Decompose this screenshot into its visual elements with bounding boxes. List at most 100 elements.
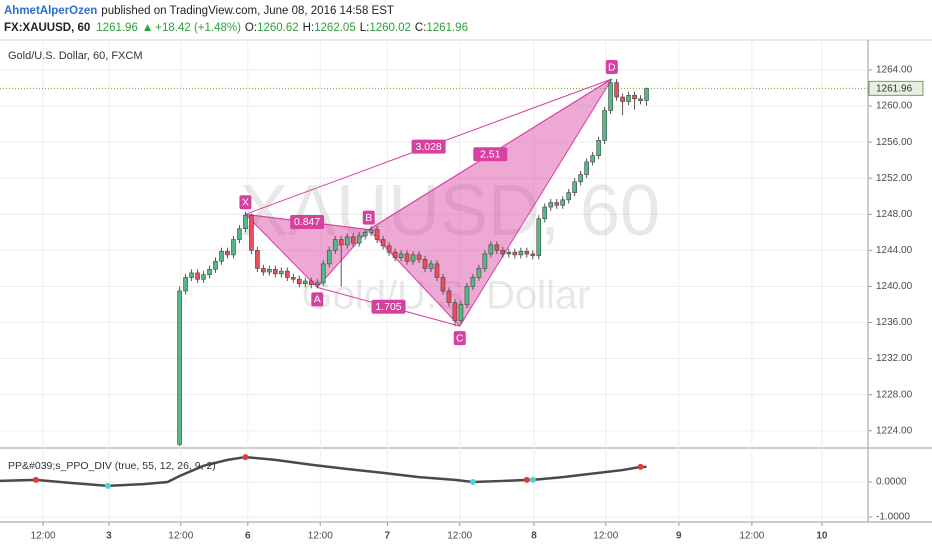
signal-dot bbox=[104, 482, 111, 489]
candle-body bbox=[314, 282, 320, 285]
ohlc-value: 1260.62 bbox=[257, 22, 299, 34]
signal-dot bbox=[242, 454, 249, 461]
candle-body bbox=[458, 304, 464, 322]
candle-body bbox=[518, 250, 524, 256]
candle-body bbox=[476, 268, 482, 278]
published: published on TradingView.com, June 08, 2… bbox=[101, 5, 394, 17]
candle-body bbox=[482, 253, 488, 269]
candle-body bbox=[380, 239, 386, 247]
candle-body bbox=[584, 161, 589, 175]
candle-body bbox=[374, 229, 380, 240]
x-tick-label: 12:00 bbox=[593, 531, 618, 542]
candle-body bbox=[452, 302, 458, 322]
candle-body bbox=[213, 260, 218, 270]
candle-body bbox=[500, 250, 506, 255]
candle-body bbox=[350, 236, 356, 244]
ratio-label: 3.028 bbox=[415, 141, 441, 153]
candle-body bbox=[261, 268, 266, 273]
candle-body bbox=[464, 286, 470, 305]
candle-body bbox=[225, 250, 230, 256]
author-line: AhmetAlperOzen published on TradingView.c… bbox=[4, 5, 394, 17]
x-tick-label: 10 bbox=[816, 531, 828, 542]
candle-body bbox=[207, 269, 212, 276]
candle-body bbox=[338, 239, 344, 246]
author[interactable]: AhmetAlperOzen bbox=[4, 5, 97, 17]
candle-body bbox=[368, 229, 374, 233]
candle-body bbox=[249, 214, 254, 251]
y-tick-label: 1256.00 bbox=[876, 137, 913, 148]
candle-body bbox=[201, 274, 206, 280]
candle-body bbox=[386, 245, 392, 253]
ohlc-value: 1260.02 bbox=[369, 22, 411, 34]
ratio-box bbox=[371, 299, 406, 314]
candle-body bbox=[291, 277, 296, 280]
candle-body bbox=[362, 232, 368, 237]
y-tick-label: 1252.00 bbox=[876, 173, 913, 184]
x-tick-label: 3 bbox=[106, 531, 112, 542]
candle-body bbox=[231, 239, 236, 256]
watermark: Gold/U.S. Dollar bbox=[302, 274, 591, 318]
candle-body bbox=[416, 254, 422, 260]
candle-body bbox=[297, 278, 302, 285]
candle-body bbox=[632, 94, 637, 100]
ratio-label: 2.51 bbox=[480, 149, 501, 161]
candle-body bbox=[398, 253, 404, 258]
candle-body bbox=[548, 202, 554, 208]
symbol-line: FX:XAUUSD, 60 1261.96 ▲ +18.42 (+1.48%) O:12… bbox=[4, 22, 468, 34]
point-box bbox=[605, 59, 618, 74]
candle-body bbox=[320, 263, 326, 284]
candle-body bbox=[267, 269, 272, 273]
signal-dot bbox=[469, 478, 476, 485]
ratio-box bbox=[473, 147, 508, 162]
x-tick-label: 7 bbox=[385, 531, 391, 542]
candle-body bbox=[273, 269, 278, 275]
candle-body bbox=[440, 277, 446, 292]
point-label: C bbox=[456, 332, 464, 344]
point-label: A bbox=[314, 294, 321, 306]
candle-body bbox=[566, 192, 571, 201]
candle-body bbox=[638, 98, 643, 101]
symbol: FX:XAUUSD, 60 bbox=[4, 22, 90, 34]
point-label: X bbox=[242, 197, 249, 209]
candle-body bbox=[285, 270, 290, 278]
ohlc-label: H: bbox=[303, 22, 315, 34]
candle-body bbox=[488, 244, 494, 255]
candle-body bbox=[494, 244, 500, 251]
y-tick-label: 1244.00 bbox=[876, 245, 913, 256]
ratio-box bbox=[290, 214, 325, 229]
price: 1261.96 bbox=[96, 22, 138, 34]
candle-body bbox=[410, 254, 416, 262]
candle-body bbox=[356, 235, 362, 244]
candle-body bbox=[189, 272, 194, 278]
ratio-label: 1.705 bbox=[375, 301, 401, 313]
y-tick-label: 1228.00 bbox=[876, 389, 913, 400]
x-tick-label: 12:00 bbox=[447, 531, 472, 542]
candle-body bbox=[422, 259, 428, 269]
x-tick-label: 12:00 bbox=[308, 531, 333, 542]
ohlc-value: 1261.96 bbox=[426, 22, 468, 34]
ohlc-label: O: bbox=[245, 22, 257, 34]
candle-body bbox=[554, 202, 560, 206]
ohlc-label: L: bbox=[360, 22, 370, 34]
overlay-layer: 0.847 1.705 2.51 3.028 X A B C D 1261.96 bbox=[0, 59, 924, 489]
y-tick-label: 1224.00 bbox=[876, 425, 913, 436]
candle-body bbox=[219, 250, 224, 262]
candle-body bbox=[626, 94, 631, 102]
y-tick-label: 1260.00 bbox=[876, 101, 913, 112]
signal-dot bbox=[32, 476, 39, 483]
candle-body bbox=[542, 206, 548, 220]
candle-body bbox=[392, 251, 398, 258]
candle-body bbox=[326, 250, 332, 265]
x-tick-label: 12:00 bbox=[31, 531, 56, 542]
signal-dot bbox=[523, 476, 530, 483]
candle-body bbox=[620, 96, 625, 102]
y-tick-label: 0.0000 bbox=[876, 477, 907, 488]
x-tick-label: 12:00 bbox=[739, 531, 764, 542]
x-tick-label: 8 bbox=[531, 531, 537, 542]
candle-body bbox=[243, 214, 248, 230]
plot-layer: XAUUSD, 60 Gold/U.S. Dollar bbox=[0, 42, 868, 522]
candle-body bbox=[279, 270, 284, 275]
candle-body bbox=[177, 290, 182, 445]
x-tick-label: 12:00 bbox=[168, 531, 193, 542]
